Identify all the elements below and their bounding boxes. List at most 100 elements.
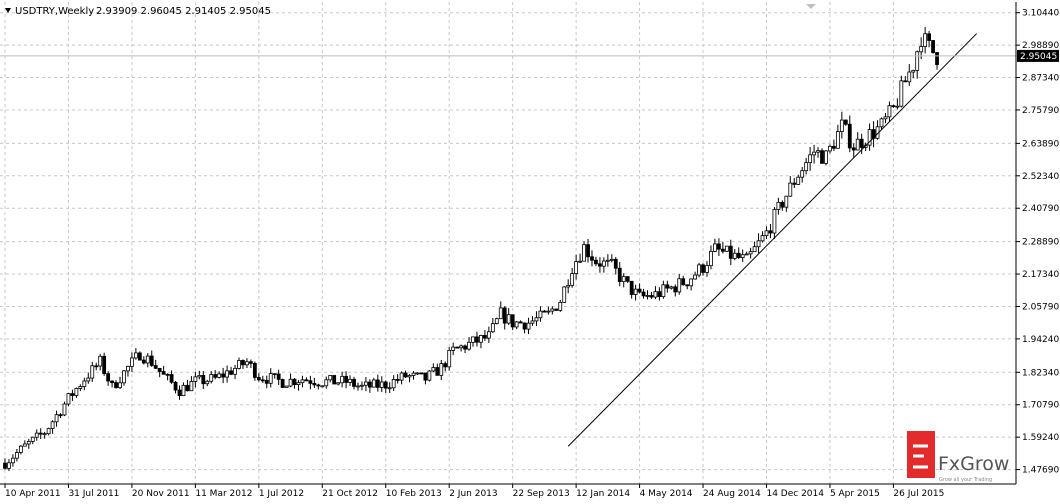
candle [229, 366, 233, 376]
candle [935, 51, 939, 70]
y-tick-label: 2.98890 [1022, 41, 1059, 51]
candle [185, 379, 190, 392]
candle-body [911, 69, 916, 73]
candle [554, 308, 559, 311]
x-tick-label: 22 Sep 2013 [513, 489, 570, 499]
trendline[interactable] [567, 33, 978, 447]
candle-body [252, 362, 257, 378]
candle-body [419, 372, 424, 375]
candle-body [879, 118, 884, 128]
candle [649, 291, 654, 299]
candle [268, 368, 273, 388]
candle [411, 371, 416, 380]
candle-body [633, 288, 638, 295]
candle [415, 372, 420, 375]
candle [114, 380, 118, 389]
candle-body [280, 379, 285, 388]
candle [356, 382, 360, 391]
candle-body [617, 267, 622, 282]
candle [98, 353, 103, 371]
candle [312, 377, 317, 389]
candle [292, 378, 297, 389]
y-tick-label: 1.94240 [1022, 335, 1059, 345]
candle [911, 69, 916, 79]
candle [300, 375, 305, 388]
candle-body [629, 280, 634, 295]
candle-body [756, 240, 761, 248]
y-tick-label: 1.59240 [1022, 433, 1059, 443]
candle-body [467, 341, 471, 350]
x-tick-label: 14 Dec 2014 [766, 489, 824, 499]
overlay-layer [0, 33, 1016, 447]
shift-marker-icon[interactable] [806, 4, 816, 9]
candle-body [18, 445, 23, 453]
dropdown-triangle-icon[interactable] [5, 8, 11, 13]
candle [665, 280, 670, 293]
candle [482, 330, 487, 341]
candle [106, 371, 111, 386]
candle-body [594, 259, 598, 265]
candle-body [161, 371, 166, 375]
candle-body [455, 346, 460, 349]
candle [197, 370, 202, 380]
candle [713, 238, 717, 253]
y-tick-label: 1.47690 [1022, 466, 1059, 476]
candle-body [728, 245, 733, 259]
candle [364, 376, 368, 392]
candle-body [189, 381, 194, 392]
candle [304, 377, 309, 382]
candle [582, 241, 586, 262]
candle [903, 75, 908, 83]
candle-body [720, 248, 725, 252]
candle-body [54, 414, 59, 423]
candle-body [245, 361, 249, 366]
candle [102, 352, 107, 376]
candle [923, 27, 928, 54]
candle-body [697, 264, 701, 276]
candle-body [479, 335, 483, 343]
candle-body [724, 245, 729, 252]
candle-body [510, 314, 515, 328]
candle [181, 382, 186, 397]
candle [887, 101, 892, 122]
chart-header: USDTRY,Weekly 2.93909 2.96045 2.91405 2.… [5, 6, 271, 17]
candle [843, 119, 848, 126]
candle [74, 387, 79, 398]
candle-body [855, 138, 860, 151]
candle [728, 239, 733, 266]
candle [542, 309, 547, 313]
candle-body [641, 291, 646, 297]
candle [506, 308, 511, 325]
candle [693, 271, 698, 280]
candle-body [490, 323, 495, 333]
candle [475, 331, 479, 347]
candle [824, 149, 828, 166]
candle [435, 363, 440, 376]
candle [534, 311, 539, 327]
candle [716, 238, 721, 256]
candle-body [518, 321, 523, 324]
candle-body [828, 145, 832, 152]
candle-body [609, 258, 614, 261]
candle [34, 429, 39, 441]
candle [633, 284, 638, 301]
candle [550, 306, 555, 315]
candle-body [165, 373, 170, 376]
candle-body [38, 432, 43, 435]
candle-body [835, 131, 840, 149]
candle [46, 427, 51, 436]
candle-body [248, 361, 253, 364]
candle-body [550, 308, 555, 312]
candle-body [637, 288, 642, 293]
candle-body [927, 33, 932, 41]
candle [907, 64, 912, 86]
candle [486, 326, 491, 343]
candle-body [264, 379, 269, 384]
candle-body [740, 254, 745, 259]
y-tick-label: 3.10440 [1022, 9, 1059, 19]
candle-body [578, 260, 582, 263]
candle-body [601, 260, 606, 267]
candle [879, 117, 884, 130]
candle [375, 374, 380, 392]
